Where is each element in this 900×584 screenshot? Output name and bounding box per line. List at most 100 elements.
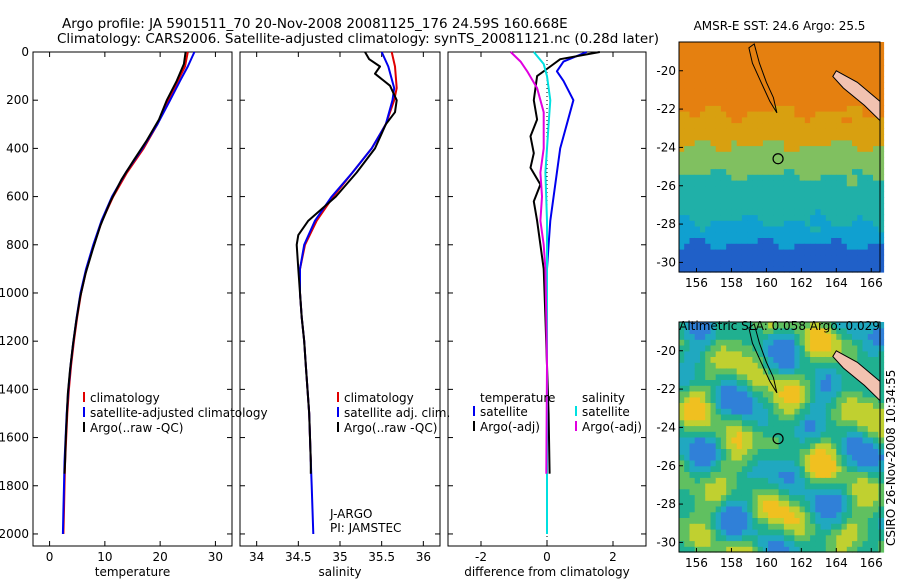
- field-cell: [804, 254, 811, 262]
- field-cell: [684, 322, 690, 329]
- field-cell: [720, 339, 727, 346]
- map-frame: [678, 41, 881, 273]
- field-cell: [794, 214, 801, 221]
- field-cell: [852, 70, 858, 78]
- field-cell: [752, 208, 759, 216]
- field-cell: [794, 437, 801, 444]
- field-cell: [762, 448, 769, 455]
- field-cell: [741, 373, 748, 380]
- field-cell: [789, 431, 795, 438]
- field-cell: [857, 168, 864, 175]
- field-cell: [778, 266, 785, 273]
- field-cell: [757, 373, 764, 380]
- field-cell: [783, 157, 790, 164]
- field-cell: [679, 431, 685, 438]
- field-cell: [825, 379, 832, 386]
- field-cell: [689, 122, 696, 129]
- field-cell: [720, 546, 727, 553]
- field-cell: [841, 494, 848, 501]
- field-cell: [700, 327, 706, 334]
- field-cell: [820, 65, 827, 72]
- field-cell: [836, 385, 843, 392]
- field-cell: [831, 494, 837, 501]
- field-cell: [831, 180, 837, 187]
- field-cell: [736, 243, 743, 250]
- field-cell: [778, 414, 785, 421]
- field-cell: [878, 134, 885, 141]
- field-cell: [679, 414, 685, 421]
- field-cell: [694, 266, 701, 273]
- field-cell: [820, 220, 827, 227]
- field-cell: [705, 139, 711, 147]
- field-cell: [736, 82, 743, 89]
- field-cell: [873, 122, 879, 129]
- field-cell: [715, 208, 722, 216]
- field-cell: [852, 471, 858, 478]
- field-cell: [684, 460, 690, 467]
- field-cell: [846, 425, 853, 432]
- field-cell: [846, 191, 853, 198]
- y-tick-label: -20: [656, 344, 676, 358]
- field-cell: [831, 151, 837, 158]
- field-cell: [878, 345, 885, 352]
- field-cell: [731, 471, 738, 478]
- field-cell: [762, 203, 769, 210]
- field-cell: [878, 402, 885, 409]
- field-cell: [815, 373, 822, 380]
- field-cell: [831, 339, 837, 346]
- field-cell: [757, 53, 764, 60]
- field-cell: [773, 260, 780, 267]
- field-cell: [679, 379, 685, 386]
- field-cell: [736, 494, 743, 501]
- field-cell: [773, 454, 780, 461]
- field-cell: [736, 500, 743, 507]
- field-cell: [700, 231, 706, 238]
- field-cell: [710, 419, 717, 427]
- field-cell: [679, 203, 685, 210]
- field-cell: [783, 494, 790, 501]
- field-cell: [878, 237, 885, 244]
- field-cell: [857, 379, 864, 386]
- field-cell: [773, 488, 780, 496]
- field-cell: [867, 408, 874, 415]
- field-cell: [773, 208, 780, 216]
- field-cell: [846, 260, 853, 267]
- field-cell: [689, 220, 696, 227]
- field-cell: [715, 379, 722, 386]
- field-cell: [852, 385, 858, 392]
- field-cell: [715, 356, 722, 363]
- field-cell: [694, 540, 701, 547]
- field-cell: [867, 546, 874, 553]
- field-cell: [741, 185, 748, 192]
- field-cell: [815, 266, 822, 273]
- field-cell: [857, 145, 864, 152]
- field-cell: [820, 379, 827, 386]
- field-cell: [799, 322, 806, 329]
- field-cell: [841, 396, 848, 403]
- field-cell: [815, 534, 822, 542]
- field-cell: [857, 431, 864, 438]
- field-cell: [815, 356, 822, 363]
- field-cell: [857, 116, 864, 124]
- field-cell: [684, 208, 690, 216]
- field-cell: [841, 448, 848, 455]
- field-cell: [741, 226, 748, 233]
- field-cell: [684, 231, 690, 238]
- field-cell: [857, 59, 864, 66]
- field-cell: [825, 203, 832, 210]
- field-cell: [778, 53, 785, 60]
- field-cell: [825, 356, 832, 363]
- field-cell: [768, 327, 774, 334]
- field-cell: [789, 203, 795, 210]
- field-cell: [726, 139, 732, 147]
- field-cell: [694, 151, 701, 158]
- field-cell: [752, 260, 759, 267]
- field-cell: [778, 529, 785, 536]
- field-cell: [689, 145, 696, 152]
- field-cell: [862, 339, 869, 346]
- field-cell: [768, 442, 774, 449]
- field-cell: [726, 59, 732, 66]
- field-cell: [694, 65, 701, 72]
- field-cell: [815, 408, 822, 415]
- field-cell: [700, 122, 706, 129]
